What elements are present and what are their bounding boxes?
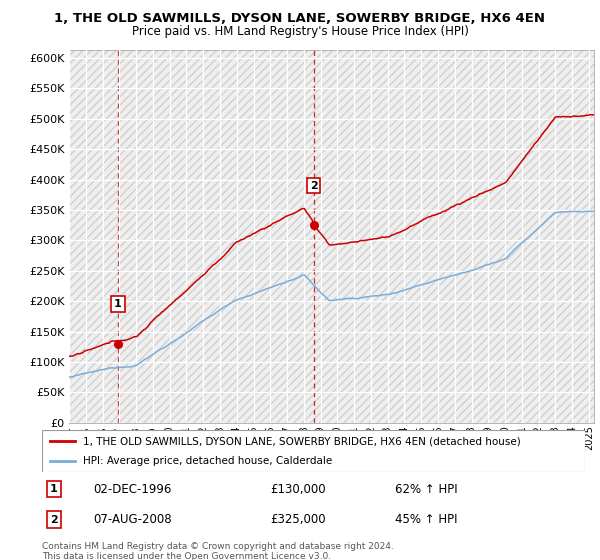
- Text: 45% ↑ HPI: 45% ↑ HPI: [395, 513, 457, 526]
- Text: 62% ↑ HPI: 62% ↑ HPI: [395, 483, 458, 496]
- Text: £325,000: £325,000: [270, 513, 326, 526]
- Text: 1: 1: [114, 299, 122, 309]
- Text: Contains HM Land Registry data © Crown copyright and database right 2024.
This d: Contains HM Land Registry data © Crown c…: [42, 542, 394, 560]
- Text: HPI: Average price, detached house, Calderdale: HPI: Average price, detached house, Cald…: [83, 456, 332, 465]
- Text: 1, THE OLD SAWMILLS, DYSON LANE, SOWERBY BRIDGE, HX6 4EN (detached house): 1, THE OLD SAWMILLS, DYSON LANE, SOWERBY…: [83, 436, 520, 446]
- Text: 02-DEC-1996: 02-DEC-1996: [94, 483, 172, 496]
- Text: 2: 2: [50, 515, 58, 525]
- Text: 1, THE OLD SAWMILLS, DYSON LANE, SOWERBY BRIDGE, HX6 4EN: 1, THE OLD SAWMILLS, DYSON LANE, SOWERBY…: [55, 12, 545, 25]
- Text: 1: 1: [50, 484, 58, 494]
- Text: Price paid vs. HM Land Registry's House Price Index (HPI): Price paid vs. HM Land Registry's House …: [131, 25, 469, 38]
- Text: 2: 2: [310, 181, 317, 190]
- FancyBboxPatch shape: [42, 430, 585, 472]
- Text: £130,000: £130,000: [270, 483, 326, 496]
- Text: 07-AUG-2008: 07-AUG-2008: [94, 513, 172, 526]
